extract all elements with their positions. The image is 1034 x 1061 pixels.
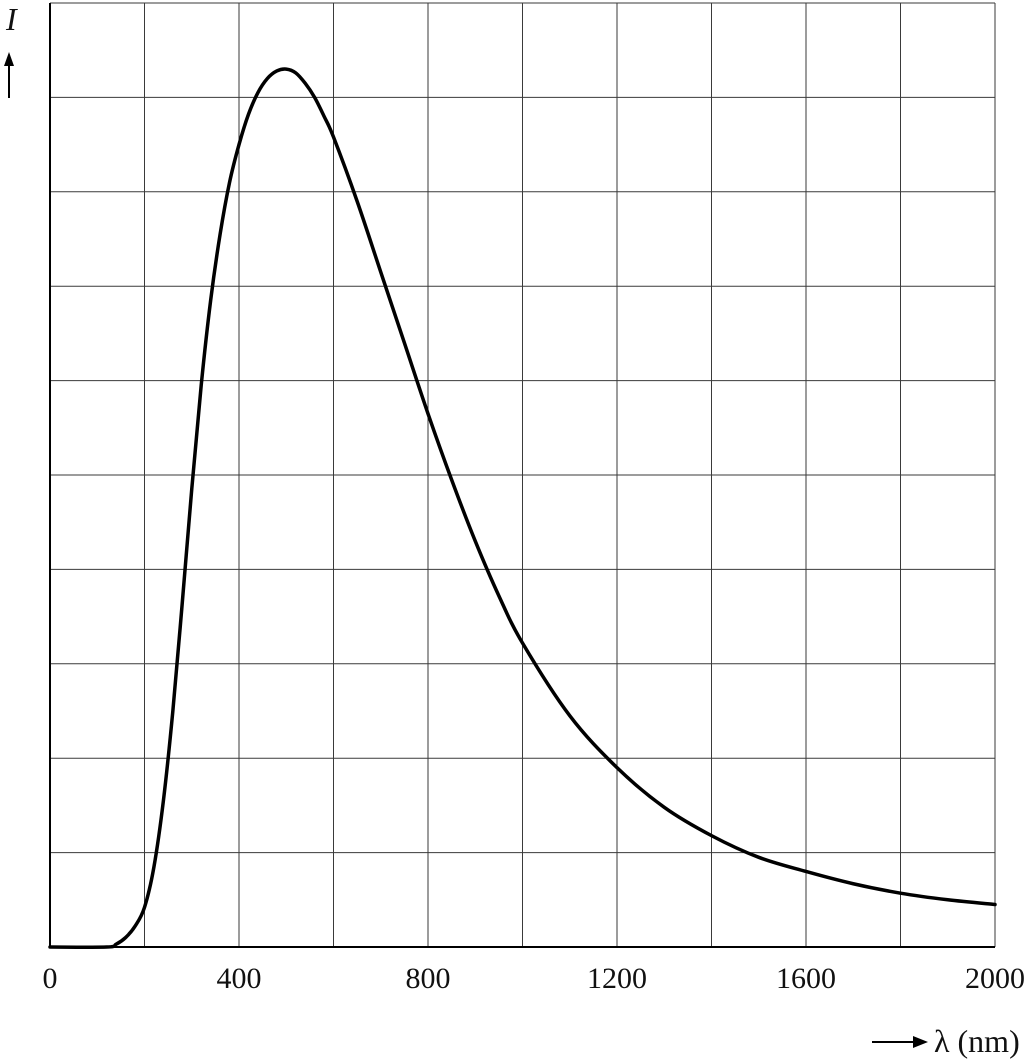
y-axis-label: I (5, 1, 18, 37)
intensity-curve (48, 67, 997, 949)
x-tick-label: 2000 (965, 962, 1025, 995)
series-group (48, 67, 997, 949)
x-axis-label: λ (nm) (934, 1023, 1020, 1059)
x-tick-label: 0 (43, 962, 58, 995)
x-tick-label: 1200 (587, 962, 647, 995)
x-axis-arrow-icon (872, 1036, 928, 1048)
x-tick-label: 1600 (776, 962, 836, 995)
y-axis-arrow-icon (4, 52, 14, 98)
x-tick-label: 800 (406, 962, 451, 995)
x-tick-labels: 0 400 800 1200 1600 2000 (43, 962, 1026, 995)
grid (50, 2, 996, 947)
x-tick-label: 400 (217, 962, 262, 995)
axes (49, 3, 995, 948)
